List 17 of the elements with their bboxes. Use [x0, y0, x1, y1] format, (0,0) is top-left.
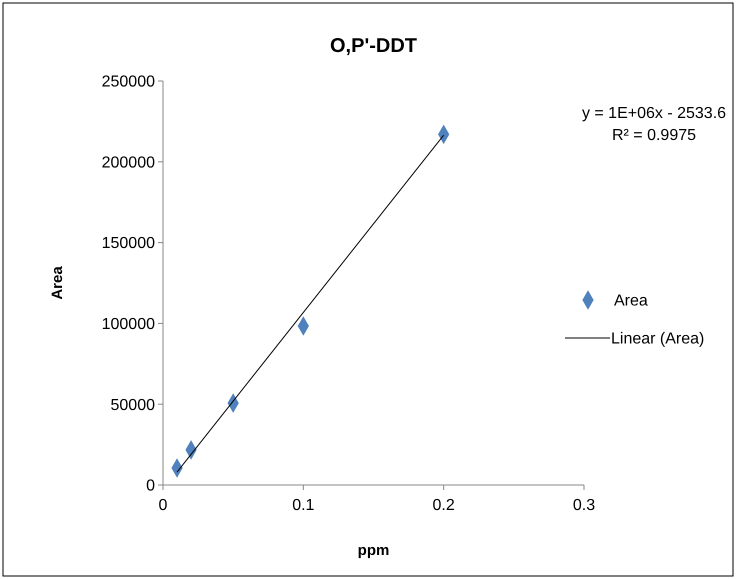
- y-tick-label: 200000: [102, 154, 156, 172]
- y-tick-label: 50000: [110, 396, 156, 414]
- y-tick-label: 100000: [102, 316, 156, 333]
- x-tick-label: 0.2: [432, 497, 455, 514]
- x-tick-label: 0.1: [292, 497, 315, 514]
- y-tick-label: 150000: [102, 235, 156, 252]
- chart-title: O,P'-DDT: [330, 35, 417, 57]
- annotation: y = 1E+06x - 2533.6: [582, 105, 726, 122]
- y-tick-label: 0: [146, 478, 156, 495]
- y-axis-title: Area: [49, 266, 66, 300]
- y-tick-label: 250000: [102, 74, 156, 91]
- text: R² = 0.9975: [612, 127, 696, 144]
- x-tick-label: 0.3: [572, 497, 596, 514]
- legend-label: Area: [614, 292, 648, 310]
- x-axis-title: ppm: [358, 542, 390, 559]
- legend-label: Linear (Area): [611, 330, 704, 348]
- x-tick-label: 0: [158, 497, 168, 514]
